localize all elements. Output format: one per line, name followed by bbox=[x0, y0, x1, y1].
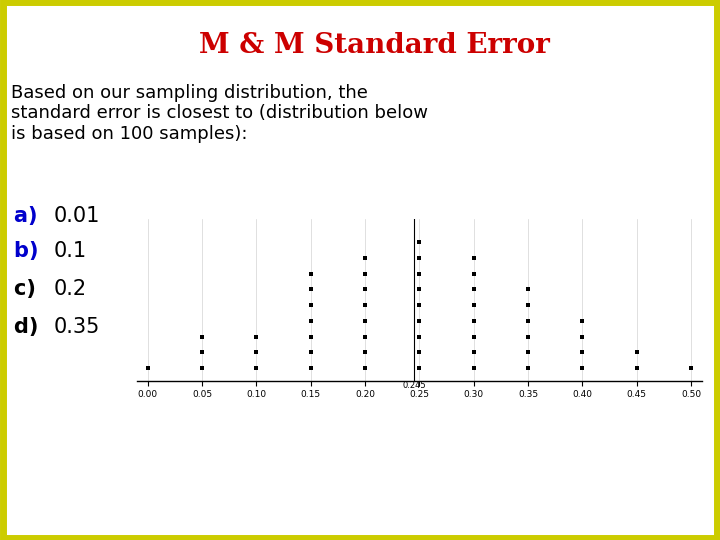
Text: 0.01: 0.01 bbox=[54, 206, 100, 226]
Text: c): c) bbox=[14, 279, 43, 299]
Text: b): b) bbox=[14, 241, 46, 261]
Text: Lock: Lock bbox=[670, 513, 706, 527]
Text: 5: 5 bbox=[691, 508, 698, 518]
Text: 0.35: 0.35 bbox=[54, 316, 100, 337]
Text: M & M Standard Error: M & M Standard Error bbox=[199, 32, 550, 59]
Text: a): a) bbox=[14, 206, 45, 226]
Text: 0.1: 0.1 bbox=[54, 241, 87, 261]
Text: 0.245: 0.245 bbox=[402, 381, 426, 390]
Text: Statistics: Unlocking the Power of Data: Statistics: Unlocking the Power of Data bbox=[11, 513, 319, 527]
Text: d): d) bbox=[14, 316, 46, 337]
Text: 0.2: 0.2 bbox=[54, 279, 87, 299]
Text: Based on our sampling distribution, the
standard error is closest to (distributi: Based on our sampling distribution, the … bbox=[11, 84, 428, 143]
